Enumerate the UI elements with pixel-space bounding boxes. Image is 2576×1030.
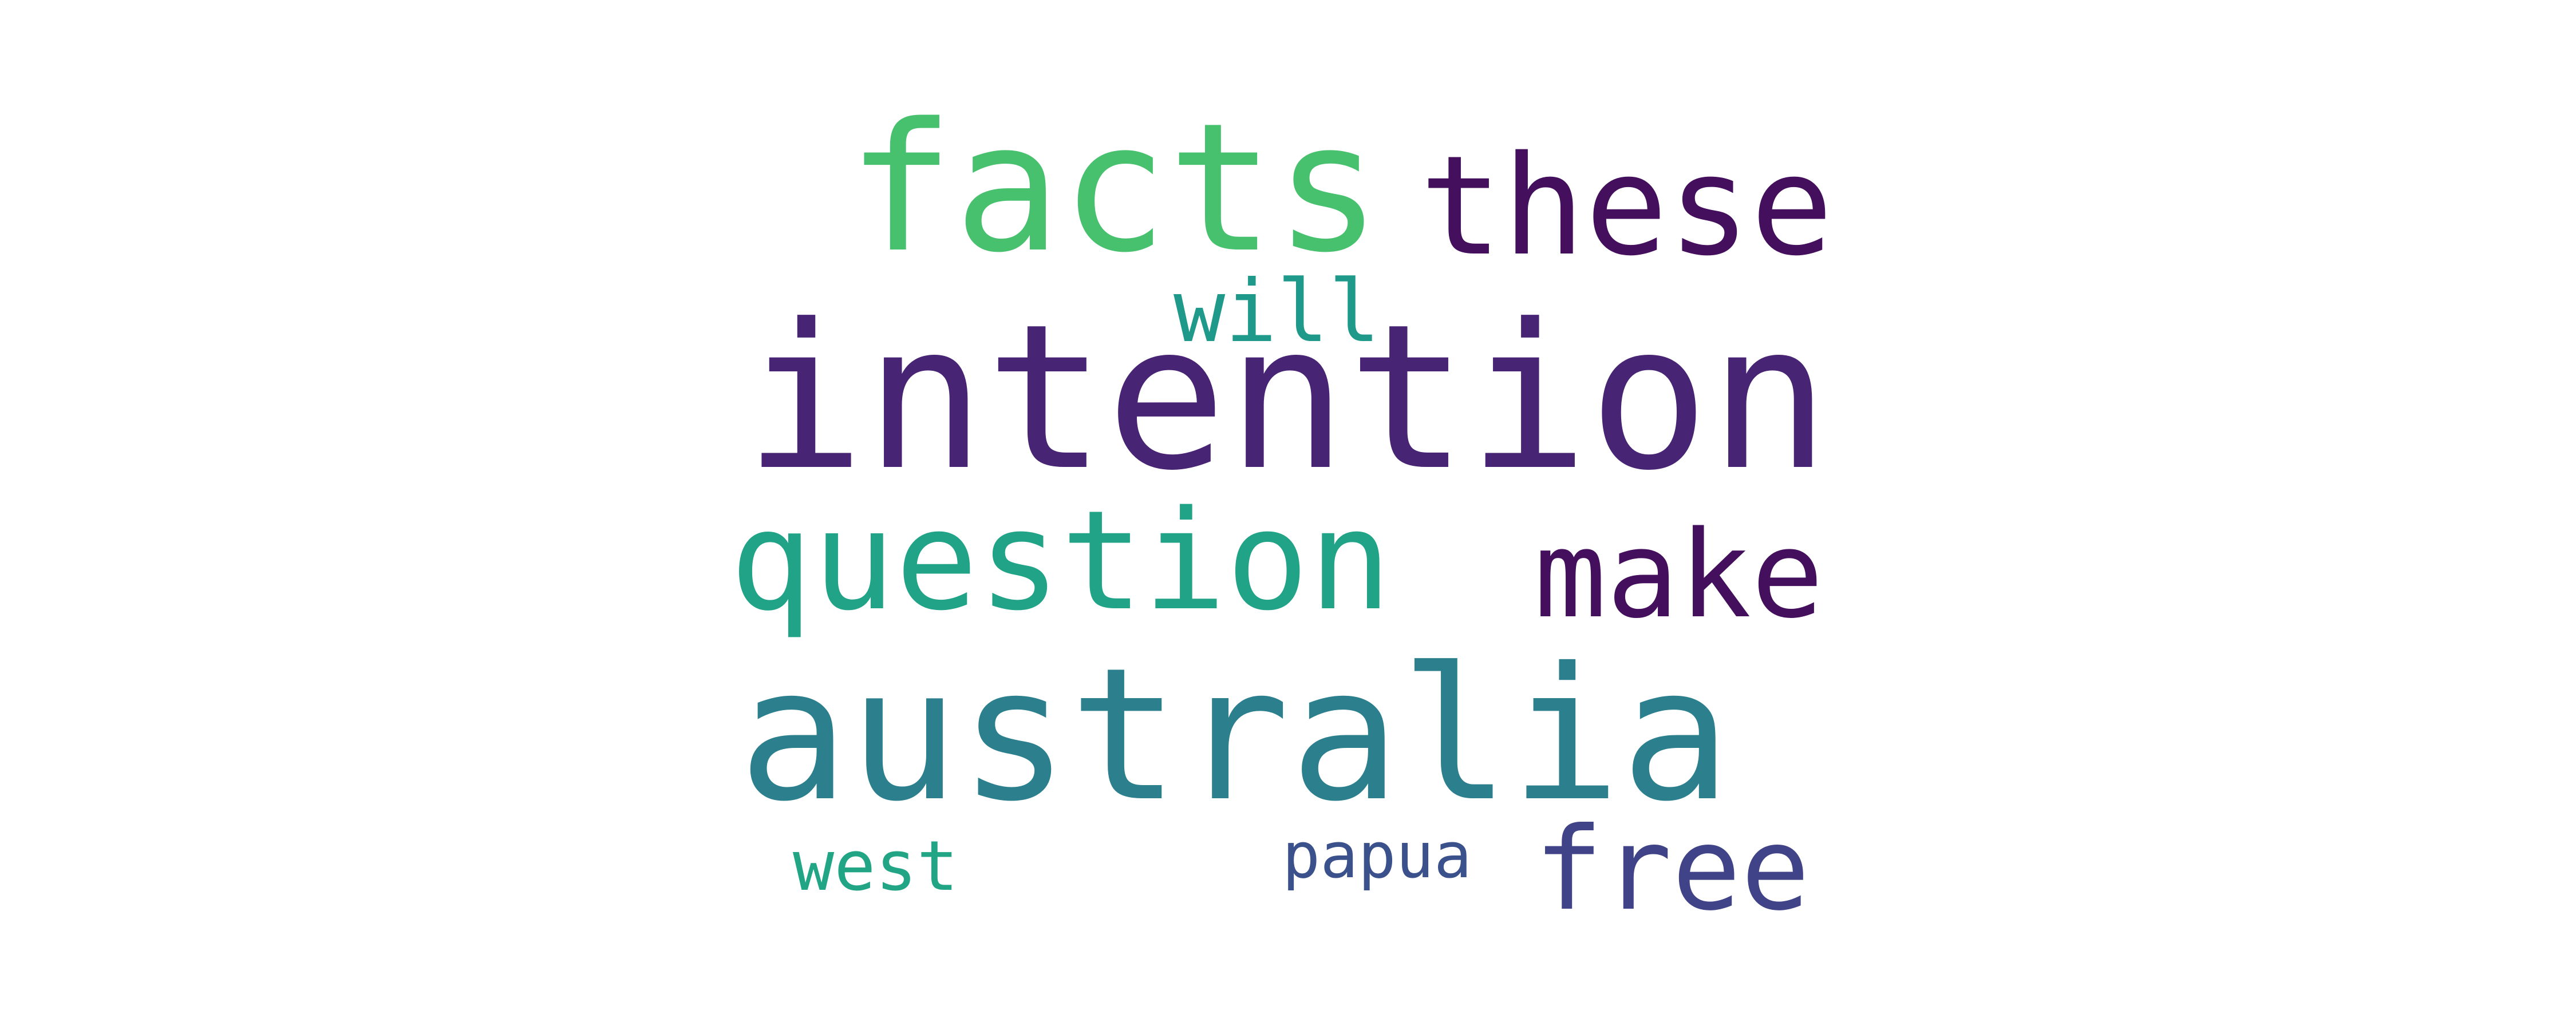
word-question: question bbox=[730, 481, 1392, 641]
word-facts: facts bbox=[847, 85, 1382, 292]
word-free: free bbox=[1534, 803, 1810, 936]
word-papua: papua bbox=[1282, 819, 1472, 892]
word-australia: australia bbox=[738, 629, 1731, 842]
word-make: make bbox=[1534, 505, 1824, 645]
word-will: will bbox=[1174, 262, 1381, 362]
word-west: west bbox=[793, 827, 958, 906]
word-these: these bbox=[1420, 126, 1834, 286]
word-intention: intention bbox=[744, 281, 1830, 514]
